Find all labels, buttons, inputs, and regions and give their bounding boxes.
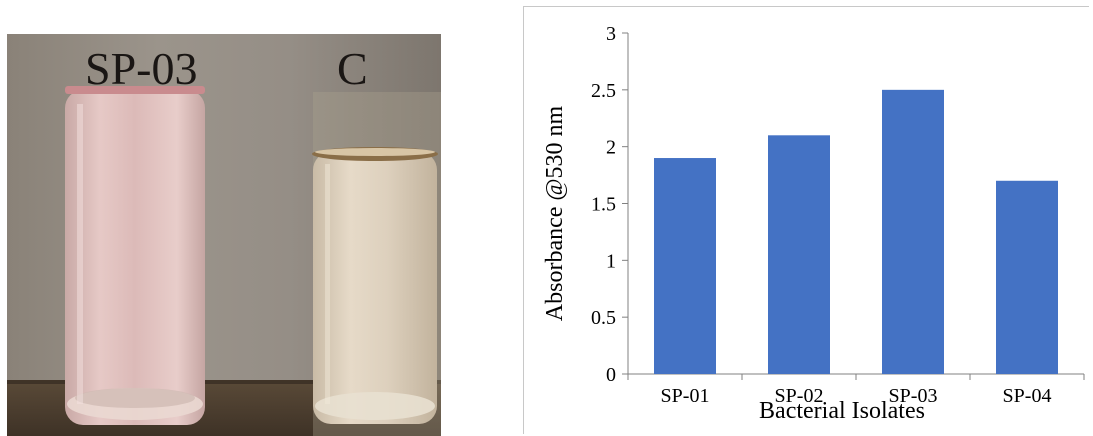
y-tick-label: 2 [606,137,616,159]
x-tick-label: SP-04 [1003,385,1052,407]
x-tick-label: SP-03 [889,385,938,407]
x-tick-label: SP-01 [661,385,710,407]
y-tick-label: 1.5 [591,194,616,216]
tube-photo-image [7,34,441,436]
tube-control [312,92,441,436]
y-tick-label: 1 [606,250,616,272]
x-axis-title: Bacterial Isolates [759,398,925,424]
y-axis [622,32,629,375]
y-tick-label: 2.5 [591,80,616,102]
y-tick-label: 0 [606,364,616,386]
tube-photo: SP-03 C [7,34,441,436]
bar-sp-04 [996,180,1058,374]
tube-sample [65,86,205,425]
x-tick-labels: SP-01 SP-02 SP-03 SP-04 [661,385,1052,407]
x-tick-label: SP-02 [775,385,824,407]
absorbance-chart: 0 0.5 1 1.5 2 2.5 3 SP-01 SP-02 SP-03 SP-04 Bacte… [523,6,1089,434]
y-tick-label: 3 [606,23,616,45]
x-axis [627,373,1085,380]
chart-svg: 0 0.5 1 1.5 2 2.5 3 SP-01 SP-02 SP-03 SP-04 Bacte… [542,23,1085,424]
bar-sp-02 [768,135,830,374]
y-tick-labels: 0 0.5 1 1.5 2 2.5 3 [591,23,616,386]
y-tick-label: 0.5 [591,307,616,329]
tube-label-control: C [337,43,368,94]
bars [654,89,1058,374]
tube-label-sample: SP-03 [85,43,198,94]
bar-sp-03 [882,89,944,374]
bar-sp-01 [654,158,716,374]
y-axis-title: Absorbance @530 nm [542,105,568,321]
